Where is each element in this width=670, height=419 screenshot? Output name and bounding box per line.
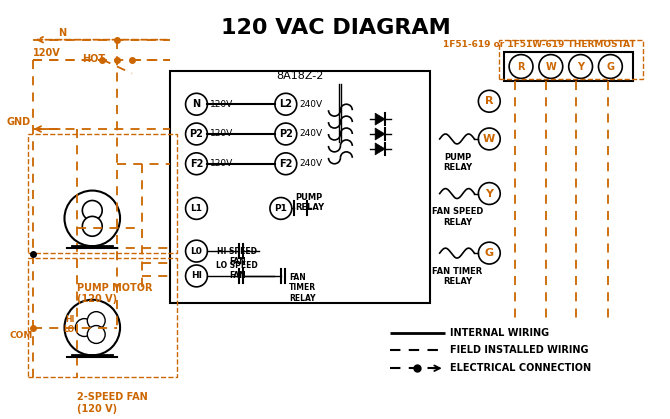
- Text: P2: P2: [190, 129, 204, 139]
- Circle shape: [186, 123, 208, 145]
- Text: FIELD INSTALLED WIRING: FIELD INSTALLED WIRING: [450, 345, 588, 355]
- Text: INTERNAL WIRING: INTERNAL WIRING: [450, 328, 549, 338]
- Text: 120V: 120V: [33, 48, 60, 57]
- Text: P1: P1: [275, 204, 287, 213]
- Bar: [27, 258, 177, 377]
- Circle shape: [275, 93, 297, 115]
- Text: F2: F2: [190, 159, 203, 169]
- Text: PUMP
RELAY: PUMP RELAY: [295, 193, 324, 212]
- Text: W: W: [545, 62, 556, 72]
- Bar: [505, 52, 633, 81]
- Circle shape: [539, 54, 563, 78]
- Circle shape: [64, 191, 120, 246]
- Circle shape: [275, 153, 297, 175]
- Text: F2: F2: [279, 159, 293, 169]
- Text: HOT: HOT: [82, 54, 105, 64]
- Text: PUMP
RELAY: PUMP RELAY: [443, 153, 472, 172]
- Text: L1: L1: [190, 204, 202, 213]
- Text: R: R: [517, 62, 525, 72]
- Text: R: R: [485, 96, 494, 106]
- Text: COM: COM: [9, 331, 33, 340]
- Text: N: N: [58, 28, 66, 38]
- Text: L0: L0: [190, 247, 202, 256]
- Text: 2-SPEED FAN
(120 V): 2-SPEED FAN (120 V): [77, 392, 148, 414]
- Polygon shape: [375, 128, 385, 140]
- Circle shape: [82, 216, 103, 236]
- Bar: [499, 40, 643, 80]
- Text: HI SPEED
FAN: HI SPEED FAN: [217, 247, 257, 266]
- Circle shape: [186, 240, 208, 262]
- Circle shape: [87, 312, 105, 329]
- Circle shape: [478, 91, 500, 112]
- Text: 8A18Z-2: 8A18Z-2: [276, 72, 324, 81]
- Text: Y: Y: [485, 189, 493, 199]
- Text: LO SPEED
FAN: LO SPEED FAN: [216, 261, 258, 280]
- Text: HI: HI: [191, 272, 202, 280]
- Text: HI: HI: [65, 315, 74, 324]
- Circle shape: [186, 197, 208, 220]
- Text: N: N: [192, 99, 200, 109]
- Text: L2: L2: [279, 99, 292, 109]
- Text: Y: Y: [577, 62, 584, 72]
- Circle shape: [64, 300, 120, 355]
- Circle shape: [598, 54, 622, 78]
- Bar: [27, 134, 177, 253]
- Polygon shape: [375, 113, 385, 125]
- Bar: [170, 72, 429, 303]
- Circle shape: [275, 123, 297, 145]
- Text: G: G: [606, 62, 614, 72]
- Circle shape: [270, 197, 291, 220]
- Circle shape: [478, 128, 500, 150]
- Text: GND: GND: [7, 117, 31, 127]
- Polygon shape: [375, 143, 385, 155]
- Circle shape: [569, 54, 592, 78]
- Text: 240V: 240V: [299, 159, 323, 168]
- Text: FAN SPEED
RELAY: FAN SPEED RELAY: [432, 207, 483, 227]
- Text: W: W: [483, 134, 495, 144]
- Circle shape: [186, 153, 208, 175]
- Text: 240V: 240V: [299, 129, 323, 139]
- Text: 120V: 120V: [210, 159, 234, 168]
- Circle shape: [478, 242, 500, 264]
- Text: FAN TIMER
RELAY: FAN TIMER RELAY: [432, 267, 482, 287]
- Circle shape: [82, 201, 103, 220]
- Text: 120V: 120V: [210, 100, 234, 109]
- Circle shape: [186, 93, 208, 115]
- Text: PUMP MOTOR
(120 V): PUMP MOTOR (120 V): [77, 283, 153, 305]
- Circle shape: [509, 54, 533, 78]
- Text: 240V: 240V: [299, 100, 323, 109]
- Circle shape: [186, 265, 208, 287]
- Text: LO: LO: [63, 325, 74, 334]
- Text: 120 VAC DIAGRAM: 120 VAC DIAGRAM: [220, 18, 450, 38]
- Circle shape: [76, 318, 93, 336]
- Text: 1F51-619 or 1F51W-619 THERMOSTAT: 1F51-619 or 1F51W-619 THERMOSTAT: [443, 40, 635, 49]
- Text: P2: P2: [279, 129, 293, 139]
- Text: FAN
TIMER
RELAY: FAN TIMER RELAY: [289, 273, 316, 303]
- Text: G: G: [484, 248, 494, 258]
- Circle shape: [478, 183, 500, 204]
- Circle shape: [87, 326, 105, 344]
- Text: ELECTRICAL CONNECTION: ELECTRICAL CONNECTION: [450, 363, 591, 373]
- Text: 120V: 120V: [210, 129, 234, 139]
